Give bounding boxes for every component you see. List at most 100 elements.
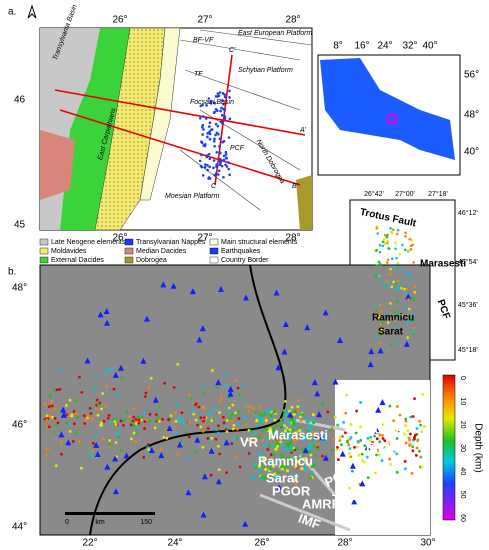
quake [396, 261, 400, 265]
quake [72, 422, 76, 426]
quake [101, 392, 104, 395]
quake [270, 435, 274, 439]
quake [187, 456, 190, 460]
quake [214, 437, 218, 441]
quake [227, 136, 231, 139]
quake [281, 487, 285, 491]
quake [283, 429, 288, 433]
quake [374, 309, 378, 313]
quake [146, 446, 150, 449]
station [123, 452, 130, 459]
station [208, 447, 215, 454]
quake [208, 157, 212, 161]
quake [159, 447, 163, 451]
quake [411, 445, 415, 449]
quake [389, 267, 392, 271]
quake [408, 237, 412, 241]
quake [391, 228, 395, 232]
quake [274, 424, 278, 428]
quake [234, 455, 238, 459]
quake [284, 412, 288, 417]
quake [416, 439, 420, 443]
lon-tick-label: 26° [254, 538, 269, 549]
quake [217, 132, 220, 136]
station [276, 484, 283, 491]
quake [153, 426, 157, 430]
quake [349, 423, 353, 426]
station [152, 396, 159, 403]
station [65, 439, 72, 446]
legend-label: Earthquakes [221, 248, 261, 255]
quake [274, 447, 278, 451]
legend-swatch [124, 247, 134, 255]
lon-tick-label: 28° [285, 15, 300, 26]
quake [201, 115, 205, 118]
quake [225, 471, 228, 475]
lat-tick-label: 40° [464, 147, 479, 158]
quake [241, 384, 245, 387]
station [227, 390, 234, 397]
station [275, 364, 282, 371]
quake [218, 91, 222, 94]
quake [197, 420, 200, 424]
quake [163, 381, 167, 385]
quake [236, 422, 240, 426]
quake [219, 159, 223, 162]
quake [258, 406, 262, 410]
quake [378, 433, 382, 437]
quake [301, 412, 305, 416]
quake [271, 445, 275, 449]
quake [221, 415, 225, 419]
quake [356, 445, 359, 449]
quake [419, 455, 423, 459]
quake [260, 475, 264, 479]
quake [296, 398, 300, 402]
quake [259, 413, 264, 417]
quake [407, 436, 411, 440]
quake [387, 247, 391, 250]
quake [379, 332, 382, 336]
quake [313, 439, 317, 443]
quake [267, 444, 271, 448]
quake [301, 454, 304, 458]
quake [210, 419, 213, 423]
quake [271, 452, 276, 456]
quake [224, 153, 228, 156]
station [84, 357, 91, 364]
quake [419, 423, 422, 427]
quake [333, 415, 337, 419]
legend-swatch [209, 256, 219, 264]
quake [203, 416, 206, 420]
quake [215, 150, 219, 154]
quake [231, 427, 235, 431]
quake [105, 384, 109, 388]
quake [381, 330, 384, 333]
quake [276, 458, 280, 462]
quake [395, 288, 398, 291]
quake [258, 458, 262, 462]
station [103, 307, 110, 314]
quake [271, 464, 275, 468]
quake [354, 431, 358, 435]
quake [392, 280, 395, 284]
quake [292, 474, 296, 478]
quake [404, 419, 408, 423]
quake [218, 137, 222, 141]
quake [378, 243, 382, 247]
quake [304, 468, 308, 472]
quake [238, 465, 242, 469]
station [223, 439, 230, 446]
quake [191, 409, 194, 413]
quake [108, 438, 112, 442]
quake [341, 434, 344, 438]
quake [410, 471, 414, 475]
quake [228, 89, 231, 93]
quake [310, 470, 314, 474]
quake [224, 150, 228, 154]
quake [338, 435, 342, 439]
quake [72, 410, 76, 413]
quake [286, 456, 291, 460]
quake [267, 435, 271, 439]
quake [223, 95, 227, 99]
quake [321, 454, 324, 458]
